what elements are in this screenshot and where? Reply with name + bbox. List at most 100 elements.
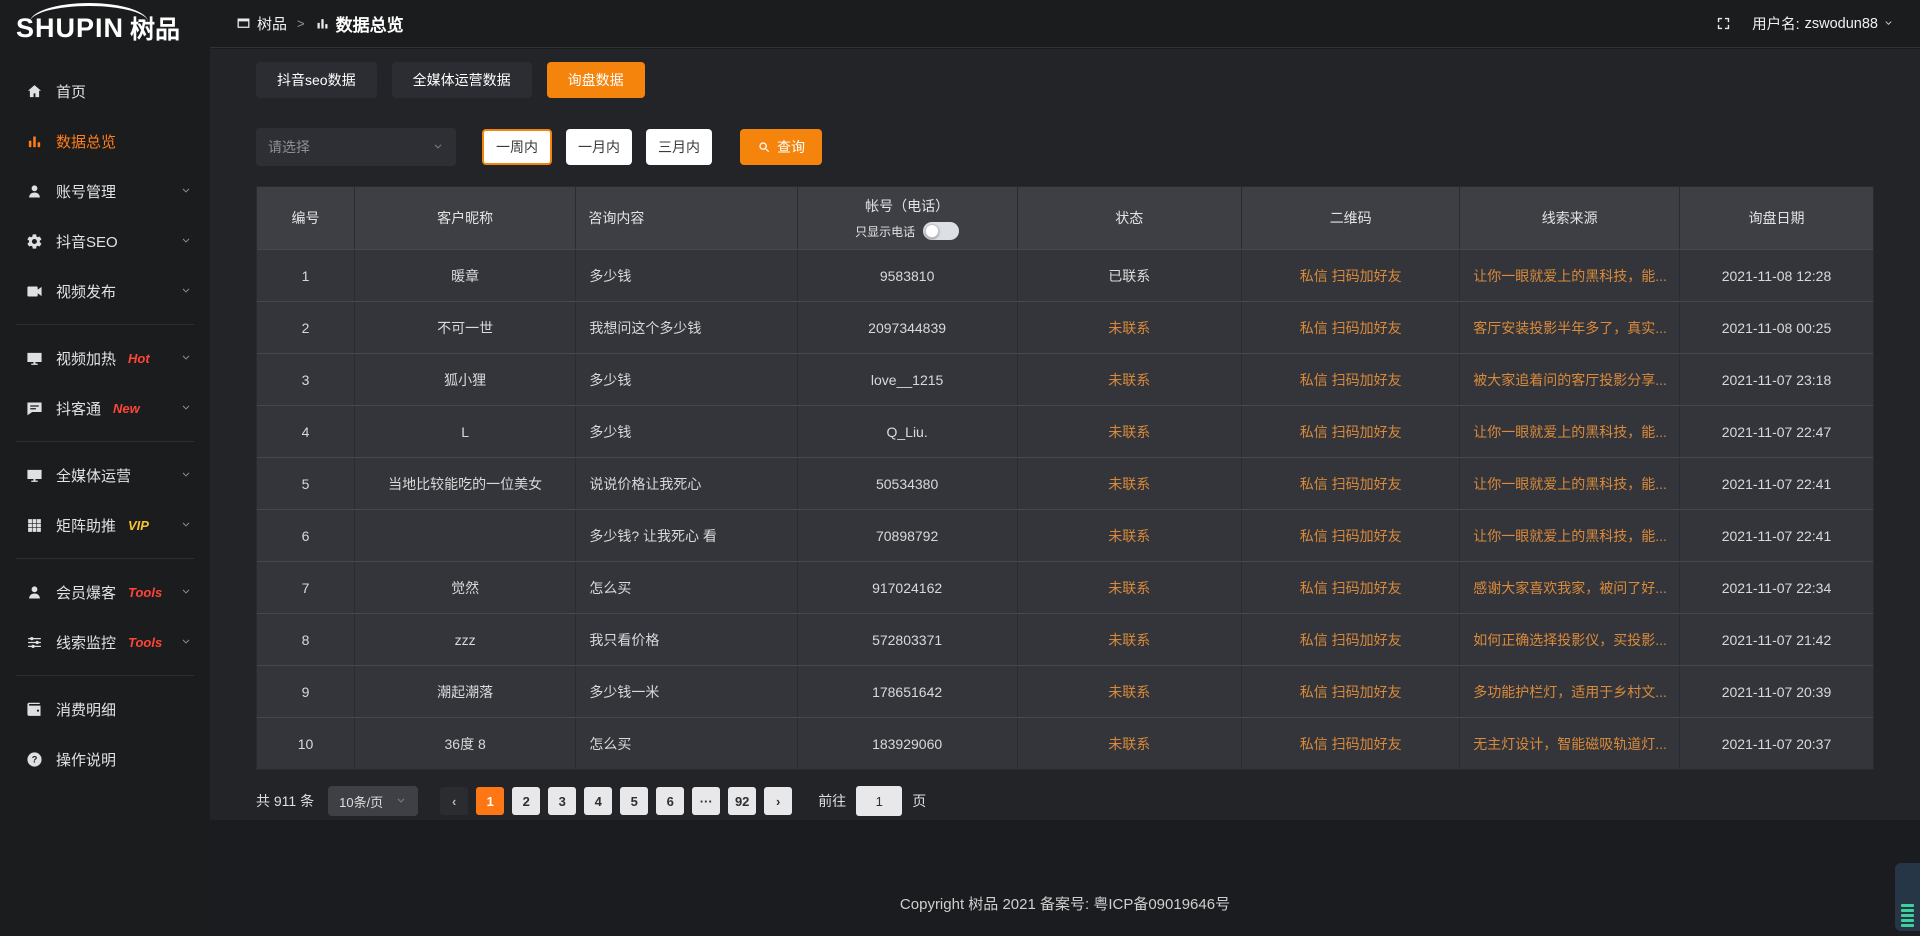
chevron-down-icon bbox=[395, 795, 407, 807]
breadcrumb: 树品 > 数据总览 bbox=[236, 11, 404, 36]
widget-bar bbox=[1901, 919, 1914, 922]
cell-qrcode[interactable]: 私信 扫码加好友 bbox=[1241, 614, 1459, 665]
fullscreen-icon[interactable] bbox=[1715, 15, 1732, 32]
page-button-5[interactable]: 5 bbox=[620, 787, 649, 815]
sidebar-item-doukertong[interactable]: 抖客通 New bbox=[0, 383, 210, 433]
cell-content: 多少钱 bbox=[575, 250, 796, 301]
sidebar-item-account-management[interactable]: 账号管理 bbox=[0, 166, 210, 216]
svg-text:?: ? bbox=[32, 754, 38, 764]
breadcrumb-root[interactable]: 树品 bbox=[257, 16, 288, 33]
question-icon: ? bbox=[26, 751, 43, 768]
sidebar-item-label: 首页 bbox=[56, 83, 87, 101]
page-button-1[interactable]: 1 bbox=[476, 787, 505, 815]
breadcrumb-current: 数据总览 bbox=[335, 16, 404, 35]
sidebar: SHUPIN 树品 首页数据总览 账号管理抖音SEO 视频发布视频加热 Hot 抖客通 N… bbox=[0, 0, 210, 936]
page-size-select[interactable]: 10条/页 bbox=[328, 786, 419, 816]
cell-status: 未联系 bbox=[1016, 510, 1242, 561]
tab-inquiry-data[interactable]: 询盘数据 bbox=[546, 62, 645, 98]
sidebar-item-expense-detail[interactable]: 消费明细 bbox=[0, 684, 210, 734]
sidebar-item-member-burst[interactable]: 会员爆客 Tools bbox=[0, 567, 210, 617]
cell-status: 未联系 bbox=[1016, 458, 1242, 509]
cell-source[interactable]: 让你一眼就爱上的黑科技，能... bbox=[1459, 510, 1679, 561]
brand-logo: SHUPIN 树品 bbox=[0, 0, 210, 56]
phone-only-toggle[interactable] bbox=[923, 222, 960, 240]
sidebar-item-badge: New bbox=[113, 400, 140, 416]
chevron-down-icon bbox=[180, 586, 192, 598]
cell-account: 178651642 bbox=[796, 666, 1017, 717]
filter-select[interactable]: 请选择 bbox=[256, 128, 456, 166]
cell-content: 多少钱 bbox=[575, 354, 796, 405]
goto-page-input[interactable] bbox=[856, 786, 903, 816]
search-button[interactable]: 查询 bbox=[740, 129, 822, 165]
cell-qrcode[interactable]: 私信 扫码加好友 bbox=[1241, 562, 1459, 613]
filter-bar: 请选择 一周内 一月内 三月内 查询 bbox=[256, 128, 1874, 166]
sidebar-item-label: 抖音SEO bbox=[56, 233, 118, 251]
period-button-2[interactable]: 一月内 bbox=[566, 129, 632, 165]
sidebar-item-label: 视频发布 bbox=[56, 283, 117, 301]
cell-qrcode[interactable]: 私信 扫码加好友 bbox=[1241, 666, 1459, 717]
period-button-1[interactable]: 一周内 bbox=[482, 129, 552, 165]
username-label: 用户名: bbox=[1752, 17, 1800, 33]
cell-source[interactable]: 让你一眼就爱上的黑科技，能... bbox=[1459, 458, 1679, 509]
cell-qrcode[interactable]: 私信 扫码加好友 bbox=[1241, 718, 1459, 769]
sidebar-item-douyin-seo[interactable]: 抖音SEO bbox=[0, 216, 210, 266]
cell-qrcode[interactable]: 私信 扫码加好友 bbox=[1241, 302, 1459, 353]
cell-source[interactable]: 客厅安装投影半年多了，真实... bbox=[1459, 302, 1679, 353]
cell-source[interactable]: 感谢大家喜欢我家，被问了好... bbox=[1459, 562, 1679, 613]
page-button-6[interactable]: 6 bbox=[656, 787, 685, 815]
total-count: 共 911 条 bbox=[256, 793, 315, 809]
page-button-3[interactable]: 3 bbox=[548, 787, 577, 815]
cell-source[interactable]: 无主灯设计，智能磁吸轨道灯... bbox=[1459, 718, 1679, 769]
prev-page-button[interactable]: ‹ bbox=[440, 787, 469, 815]
sidebar-item-lead-monitor[interactable]: 线索监控 Tools bbox=[0, 617, 210, 667]
cell-status: 未联系 bbox=[1016, 666, 1242, 717]
cell-source[interactable]: 如何正确选择投影仪，买投影... bbox=[1459, 614, 1679, 665]
cell-account: 70898792 bbox=[796, 510, 1017, 561]
cell-nickname: 狐小狸 bbox=[353, 354, 575, 405]
cell-qrcode[interactable]: 私信 扫码加好友 bbox=[1241, 250, 1459, 301]
sidebar-menu: 首页数据总览 账号管理抖音SEO 视频发布视频加热 Hot 抖客通 New 全媒体运营 矩阵助… bbox=[0, 56, 210, 784]
table-row: 4 L 多少钱 Q_Liu. 未联系 私信 扫码加好友 让你一眼就爱上的黑科技，能... 20… bbox=[257, 405, 1873, 457]
sidebar-item-instructions[interactable]: ? 操作说明 bbox=[0, 734, 210, 784]
copyright-text: Copyright 树品 2021 备案号: 粤ICP备09019646号 bbox=[899, 896, 1231, 913]
column-header-content: 咨询内容 bbox=[575, 187, 796, 249]
tab-omni-media-data[interactable]: 全媒体运营数据 bbox=[391, 62, 532, 98]
next-page-button[interactable]: › bbox=[764, 787, 793, 815]
cell-content: 怎么买 bbox=[575, 562, 796, 613]
cell-status: 未联系 bbox=[1016, 302, 1242, 353]
cell-source[interactable]: 让你一眼就爱上的黑科技，能... bbox=[1459, 250, 1679, 301]
page-button-4[interactable]: 4 bbox=[584, 787, 613, 815]
user-menu[interactable]: 用户名: zswodun88 bbox=[1752, 13, 1894, 34]
cell-nickname: 潮起潮落 bbox=[353, 666, 575, 717]
cell-source[interactable]: 被大家追着问的客厅投影分享... bbox=[1459, 354, 1679, 405]
sidebar-item-matrix-push[interactable]: 矩阵助推 VIP bbox=[0, 500, 210, 550]
cell-qrcode[interactable]: 私信 扫码加好友 bbox=[1241, 458, 1459, 509]
cell-nickname: 当地比较能吃的一位美女 bbox=[353, 458, 575, 509]
sidebar-item-home[interactable]: 首页 bbox=[0, 66, 210, 116]
user-icon bbox=[26, 183, 43, 200]
cell-content: 说说价格让我死心 bbox=[575, 458, 796, 509]
sidebar-item-video-boost[interactable]: 视频加热 Hot bbox=[0, 333, 210, 383]
floating-widget[interactable] bbox=[1895, 863, 1920, 931]
period-button-3[interactable]: 三月内 bbox=[646, 129, 712, 165]
search-button-label: 查询 bbox=[777, 139, 805, 155]
cell-id: 7 bbox=[301, 579, 310, 596]
table-row: 1 暖章 多少钱 9583810 已联系 私信 扫码加好友 让你一眼就爱上的黑科技，能...… bbox=[257, 249, 1873, 301]
cell-qrcode[interactable]: 私信 扫码加好友 bbox=[1241, 510, 1459, 561]
page-button-92[interactable]: 92 bbox=[728, 787, 757, 815]
cell-account: 917024162 bbox=[796, 562, 1017, 613]
cell-content: 多少钱一米 bbox=[575, 666, 796, 717]
cell-source[interactable]: 让你一眼就爱上的黑科技，能... bbox=[1459, 406, 1679, 457]
pagination-pages: ‹ 1 2 3 4 5 6 ··· 92 › bbox=[440, 787, 793, 815]
cell-qrcode[interactable]: 私信 扫码加好友 bbox=[1241, 406, 1459, 457]
sidebar-item-omni-media[interactable]: 全媒体运营 bbox=[0, 450, 210, 500]
tab-douyin-seo-data[interactable]: 抖音seo数据 bbox=[256, 62, 377, 98]
page-button-2[interactable]: 2 bbox=[512, 787, 541, 815]
cell-qrcode[interactable]: 私信 扫码加好友 bbox=[1241, 354, 1459, 405]
page-ellipsis-button[interactable]: ··· bbox=[692, 787, 721, 815]
sidebar-item-data-overview[interactable]: 数据总览 bbox=[0, 116, 210, 166]
cell-date: 2021-11-07 22:41 bbox=[1679, 458, 1873, 509]
chevron-down-icon bbox=[180, 285, 192, 297]
sidebar-item-video-publish[interactable]: 视频发布 bbox=[0, 266, 210, 316]
cell-source[interactable]: 多功能护栏灯，适用于乡村文... bbox=[1459, 666, 1679, 717]
